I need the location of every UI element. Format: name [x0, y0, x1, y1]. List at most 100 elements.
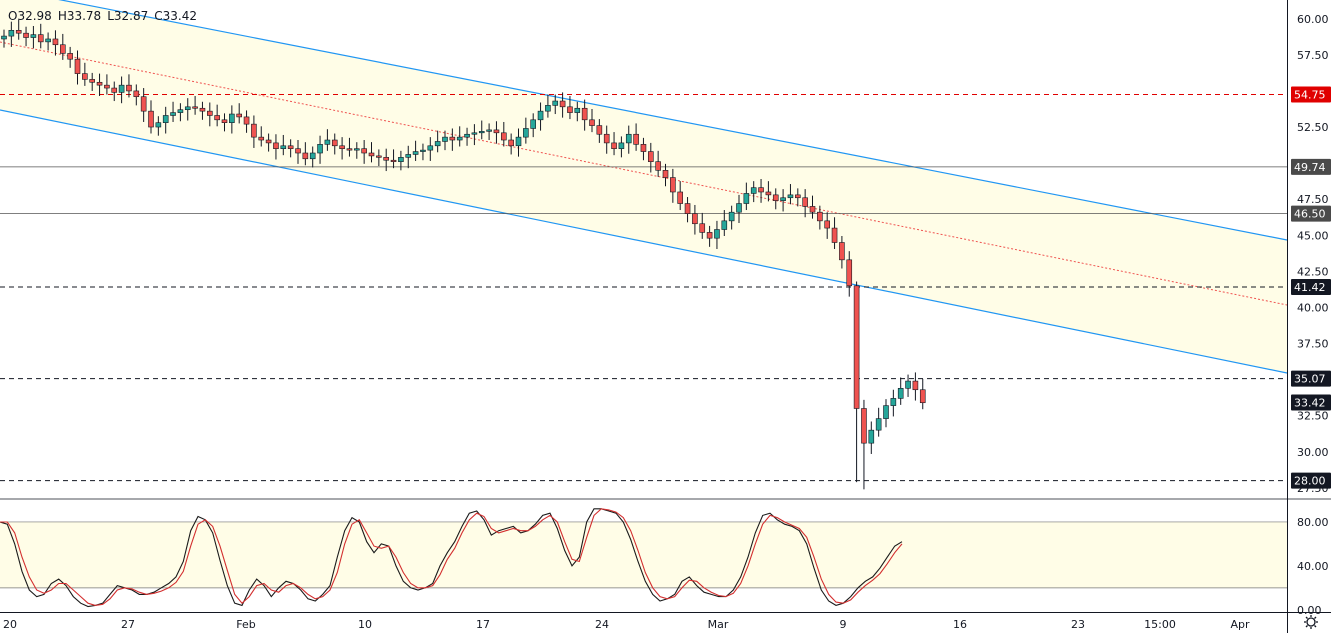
candle[interactable]: [905, 374, 911, 397]
candle[interactable]: [817, 205, 823, 230]
candle[interactable]: [824, 212, 831, 239]
candle[interactable]: [875, 407, 882, 437]
stochastic-pane[interactable]: [0, 508, 1287, 608]
candle[interactable]: [126, 74, 132, 98]
candle[interactable]: [192, 95, 198, 115]
candle[interactable]: [8, 21, 15, 47]
candle[interactable]: [324, 129, 331, 151]
candle[interactable]: [30, 25, 37, 49]
candle[interactable]: [794, 188, 801, 207]
candle[interactable]: [677, 181, 684, 211]
candle[interactable]: [258, 126, 265, 147]
candle[interactable]: [221, 113, 228, 132]
candle[interactable]: [603, 125, 610, 154]
candle[interactable]: [317, 135, 323, 164]
candle[interactable]: [523, 117, 529, 144]
candle[interactable]: [839, 236, 845, 269]
candle[interactable]: [883, 399, 889, 428]
candle[interactable]: [82, 62, 88, 86]
candle[interactable]: [339, 137, 345, 160]
candle[interactable]: [273, 134, 279, 160]
candle[interactable]: [214, 104, 220, 127]
candle[interactable]: [625, 125, 632, 154]
candle[interactable]: [162, 106, 169, 134]
candle[interactable]: [74, 50, 81, 85]
candle[interactable]: [559, 92, 566, 118]
candle[interactable]: [912, 372, 919, 401]
candle[interactable]: [346, 137, 353, 157]
candle[interactable]: [405, 145, 412, 169]
candle[interactable]: [155, 116, 162, 136]
candle[interactable]: [493, 121, 500, 144]
candle[interactable]: [449, 128, 456, 151]
candle[interactable]: [353, 142, 360, 159]
candle[interactable]: [236, 103, 242, 124]
candle[interactable]: [721, 210, 728, 237]
candle[interactable]: [772, 188, 779, 210]
candle[interactable]: [662, 163, 669, 187]
chart-settings-button[interactable]: [1294, 612, 1328, 632]
candle[interactable]: [243, 110, 250, 133]
candle[interactable]: [787, 184, 794, 205]
candle[interactable]: [148, 100, 154, 134]
candle[interactable]: [52, 30, 59, 56]
candle[interactable]: [207, 102, 213, 127]
candle[interactable]: [846, 251, 853, 297]
candle[interactable]: [758, 178, 764, 203]
candle[interactable]: [37, 23, 44, 49]
candle[interactable]: [853, 281, 860, 483]
candle[interactable]: [96, 73, 103, 96]
candle[interactable]: [427, 137, 434, 161]
candle[interactable]: [537, 102, 544, 131]
candle[interactable]: [552, 94, 559, 115]
candle[interactable]: [589, 108, 595, 133]
candle[interactable]: [184, 98, 191, 121]
candle[interactable]: [809, 195, 816, 219]
candle[interactable]: [530, 113, 537, 138]
candle[interactable]: [684, 197, 691, 223]
candle[interactable]: [692, 204, 698, 235]
candle[interactable]: [486, 123, 492, 141]
candle[interactable]: [831, 217, 838, 249]
candle[interactable]: [287, 139, 294, 158]
candle[interactable]: [508, 133, 514, 155]
candle[interactable]: [368, 142, 375, 163]
candle[interactable]: [59, 33, 66, 60]
candle[interactable]: [383, 148, 390, 172]
candle[interactable]: [919, 378, 926, 410]
candle[interactable]: [89, 72, 95, 91]
candle[interactable]: [1, 29, 7, 48]
candle[interactable]: [640, 137, 647, 161]
candle[interactable]: [140, 88, 147, 122]
candle[interactable]: [802, 189, 808, 218]
candle[interactable]: [699, 212, 706, 239]
candle[interactable]: [728, 205, 735, 230]
candle[interactable]: [23, 26, 29, 47]
candle[interactable]: [265, 133, 272, 152]
candle[interactable]: [376, 149, 382, 166]
candle[interactable]: [655, 150, 661, 177]
candle[interactable]: [765, 181, 772, 202]
candle[interactable]: [456, 126, 463, 147]
candle[interactable]: [45, 32, 51, 51]
candle[interactable]: [478, 120, 485, 140]
candle[interactable]: [581, 99, 588, 131]
candle[interactable]: [890, 389, 897, 417]
candle[interactable]: [714, 220, 720, 249]
candle[interactable]: [618, 136, 625, 158]
candle[interactable]: [170, 101, 176, 122]
candle[interactable]: [229, 105, 235, 134]
candle[interactable]: [104, 74, 110, 95]
candle[interactable]: [111, 81, 118, 102]
candle[interactable]: [670, 168, 676, 203]
candle[interactable]: [545, 94, 551, 118]
candle[interactable]: [611, 132, 617, 156]
candle[interactable]: [118, 76, 125, 104]
candle[interactable]: [177, 103, 184, 122]
candle[interactable]: [199, 101, 206, 120]
candle[interactable]: [743, 182, 750, 211]
candle[interactable]: [295, 140, 301, 164]
candle[interactable]: [500, 121, 507, 147]
candle[interactable]: [67, 46, 73, 68]
candle[interactable]: [398, 150, 404, 171]
